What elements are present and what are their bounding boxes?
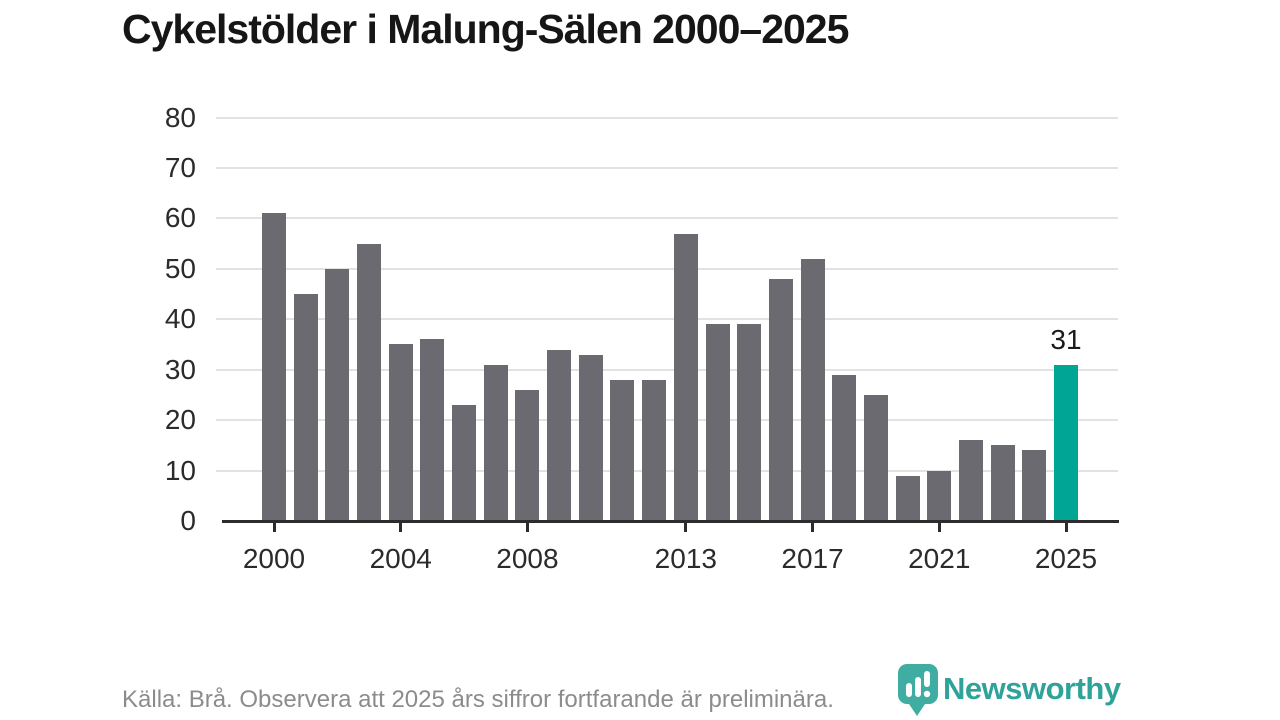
bar-2010	[578, 354, 603, 521]
bar-2017	[800, 258, 825, 521]
x-axis-tick-2025	[1064, 523, 1068, 532]
bar-2009	[547, 349, 572, 521]
y-axis-label-80: 80	[164, 101, 196, 133]
x-axis-line	[222, 520, 1119, 523]
x-axis-label-2000: 2000	[242, 543, 306, 574]
bar-2007	[483, 364, 508, 521]
x-axis-tick-2004	[399, 523, 403, 532]
x-axis-tick-2008	[525, 523, 529, 532]
bar-2003	[357, 243, 382, 521]
gridline-80	[216, 116, 1118, 119]
bar-2013	[673, 233, 698, 521]
bar-2024	[1022, 450, 1047, 521]
bar-2006	[452, 404, 477, 521]
bar-2015	[737, 324, 762, 521]
gridline-70	[216, 166, 1118, 169]
bar-2005	[420, 339, 445, 521]
bar-2004	[388, 344, 413, 521]
bar-2022	[958, 440, 983, 521]
bar-2014	[705, 324, 730, 521]
y-axis-label-60: 60	[164, 202, 196, 234]
bar-2020	[895, 475, 920, 521]
x-axis-label-2004: 2004	[369, 543, 432, 574]
x-axis-label-2017: 2017	[781, 543, 844, 574]
gridline-30	[216, 368, 1118, 371]
y-axis-label-50: 50	[164, 252, 196, 284]
bar-2008	[515, 389, 540, 521]
x-axis-label-2025: 2025	[1034, 543, 1098, 574]
y-axis-label-0: 0	[180, 505, 196, 536]
gridline-50	[216, 267, 1118, 270]
x-axis-tick-2017	[811, 523, 815, 532]
y-axis-label-20: 20	[164, 404, 196, 436]
bar-2025	[1054, 364, 1078, 521]
bar-2019	[863, 394, 888, 521]
gridline-60	[216, 217, 1118, 220]
bar-2000	[262, 213, 286, 521]
gridline-20	[216, 419, 1118, 422]
logo-dot	[923, 690, 931, 698]
x-axis-label-2008: 2008	[496, 543, 559, 574]
logo-bar-tall	[924, 671, 930, 687]
gridline-40	[216, 318, 1118, 321]
chart-title: Cykelstölder i Malung-Sälen 2000–2025	[122, 6, 849, 52]
logo-bar-medium	[915, 677, 921, 697]
bar-2002	[325, 268, 350, 521]
x-axis-tick-2000	[272, 523, 276, 532]
bar-2016	[768, 278, 793, 521]
y-axis-label-70: 70	[164, 151, 196, 183]
bar-value-label-2025: 31	[1050, 323, 1082, 355]
x-axis-label-2013: 2013	[654, 543, 717, 574]
newsworthy-wordmark: Newsworthy	[943, 671, 1121, 706]
gridline-10	[216, 469, 1118, 472]
logo-bar-short	[906, 683, 912, 697]
bar-2021	[927, 470, 952, 521]
y-axis-label-10: 10	[164, 454, 196, 486]
y-axis-label-40: 40	[164, 303, 196, 335]
bar-2018	[832, 374, 857, 521]
x-axis-label-2021: 2021	[908, 543, 971, 574]
bar-2023	[990, 445, 1015, 521]
source-note: Källa: Brå. Observera att 2025 års siffr…	[122, 686, 834, 713]
newsworthy-pin-icon	[898, 664, 938, 716]
x-axis-tick-2013	[684, 523, 688, 532]
y-axis-label-30: 30	[164, 353, 196, 385]
bar-2012	[642, 379, 667, 521]
bar-2001	[293, 294, 318, 521]
bar-2011	[610, 379, 635, 521]
x-axis-tick-2021	[937, 523, 941, 532]
